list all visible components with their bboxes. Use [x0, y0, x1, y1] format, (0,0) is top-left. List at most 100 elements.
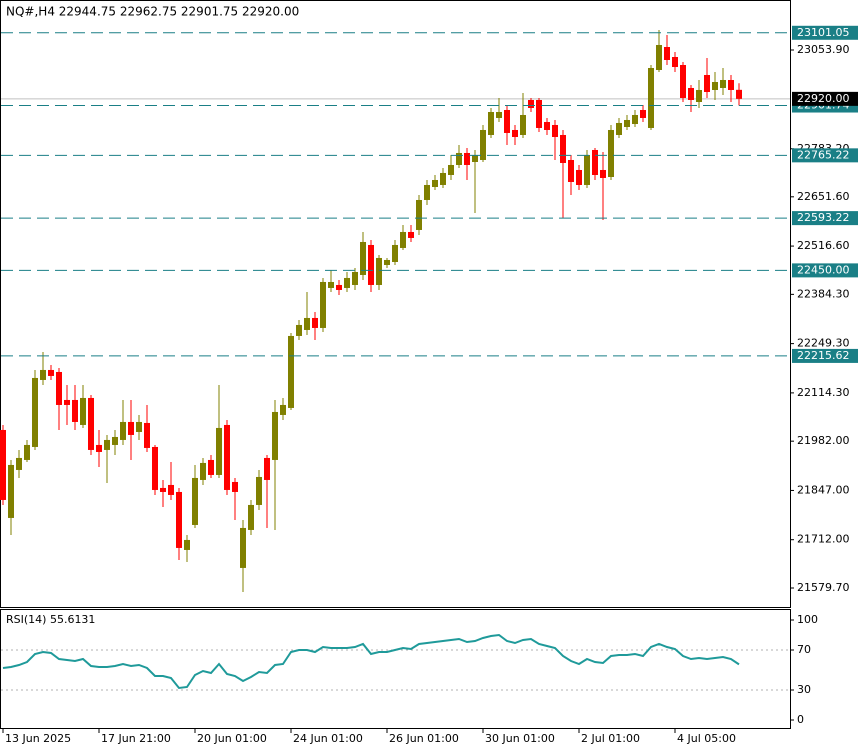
candle-body	[704, 74, 710, 93]
y-tick-label: 100	[797, 613, 818, 626]
candle-body	[336, 284, 342, 290]
candle-body	[96, 444, 102, 452]
candle-body	[184, 539, 190, 550]
candle-body	[520, 114, 526, 135]
candle-body	[504, 109, 510, 133]
candle-body	[312, 317, 318, 328]
candle-body	[592, 149, 598, 175]
candle-body	[144, 422, 150, 448]
candle-body	[72, 399, 78, 422]
candle-body	[240, 527, 246, 568]
candle-body	[168, 484, 174, 495]
candle-body	[104, 439, 110, 450]
candle-body	[608, 129, 614, 177]
candle-body	[384, 259, 390, 265]
candle-body	[344, 277, 350, 288]
candle-body	[440, 172, 446, 185]
candle-body	[648, 67, 654, 128]
candle-body	[464, 152, 470, 165]
candle-body	[544, 121, 550, 130]
level-label: 23101.05	[797, 26, 850, 39]
candle-body	[352, 271, 358, 285]
y-tick-label: 0	[797, 713, 804, 726]
level-label: 22215.62	[797, 349, 850, 362]
candle-body	[264, 457, 270, 480]
candle-body	[248, 504, 254, 530]
candle-body	[568, 159, 574, 182]
candle-body	[296, 324, 302, 336]
candle-body	[48, 369, 54, 376]
x-tick-label: 20 Jun 01:00	[197, 732, 267, 745]
y-tick-label: 21712.00	[797, 533, 850, 546]
candle-body	[472, 154, 478, 162]
y-tick-label: 22114.30	[797, 386, 850, 399]
candle-body	[560, 134, 566, 163]
candle-body	[8, 464, 14, 518]
candle-body	[328, 281, 334, 288]
candle-body	[360, 241, 366, 275]
candle-body	[136, 421, 142, 432]
candle-body	[32, 377, 38, 447]
x-tick-label: 2 Jul 01:00	[581, 732, 640, 745]
candle-body	[280, 404, 286, 415]
candle-body	[536, 99, 542, 128]
candle-body	[88, 397, 94, 450]
rsi-title: RSI(14) 55.6131	[6, 613, 95, 626]
candle-body	[408, 231, 414, 238]
x-tick-label: 24 Jun 01:00	[293, 732, 363, 745]
chart-title: NQ#,H4 22944.75 22962.75 22901.75 22920.…	[6, 5, 299, 19]
candle-body	[584, 154, 590, 185]
candle-body	[656, 44, 662, 70]
main-pane	[0, 0, 791, 608]
level-box	[792, 348, 858, 363]
candle-body	[192, 477, 198, 525]
rsi-line	[2, 633, 740, 690]
candle-body	[40, 369, 46, 380]
candle-body	[64, 399, 70, 405]
last-price-label: 22920.00	[797, 92, 850, 105]
y-tick-label: 22384.30	[797, 287, 850, 300]
candle-body	[624, 119, 630, 127]
candle-body	[416, 199, 422, 230]
candle-body	[696, 89, 702, 102]
candle-body	[368, 244, 374, 285]
candle-body	[112, 436, 118, 445]
candle-body	[256, 476, 262, 505]
candle-body	[120, 421, 126, 440]
candle-body	[128, 421, 134, 435]
candle-body	[480, 129, 486, 160]
candle-body	[600, 169, 606, 178]
candle-body	[432, 179, 438, 187]
x-tick-label: 26 Jun 01:00	[389, 732, 459, 745]
level-label: 22593.22	[797, 211, 850, 224]
candle-body	[400, 231, 406, 248]
y-tick-label: 21579.70	[797, 581, 850, 594]
candle-body	[424, 184, 430, 200]
candle-body	[176, 491, 182, 548]
candle-body	[320, 281, 326, 328]
level-box	[792, 148, 858, 163]
candle-body	[528, 99, 534, 108]
candle-body	[688, 87, 694, 100]
candle-body	[16, 457, 22, 470]
candle-body	[272, 411, 278, 460]
candle-body	[208, 459, 214, 475]
candle-body	[376, 257, 382, 285]
candle-body	[720, 79, 726, 88]
y-tick-label: 22249.30	[797, 337, 850, 350]
y-tick-label: 23053.90	[797, 43, 850, 56]
candle-body	[448, 164, 454, 175]
level-box	[792, 25, 858, 40]
candle-body	[304, 317, 310, 330]
candle-body	[200, 462, 206, 480]
x-tick-label: 4 Jul 05:00	[677, 732, 736, 745]
y-tick-label: 70	[797, 643, 811, 656]
y-tick-label: 30	[797, 683, 811, 696]
candle-body	[80, 397, 86, 425]
x-tick-label: 17 Jun 21:00	[101, 732, 171, 745]
candle-body	[232, 481, 238, 492]
x-tick-label: 30 Jun 01:00	[485, 732, 555, 745]
candle-body	[288, 335, 294, 408]
